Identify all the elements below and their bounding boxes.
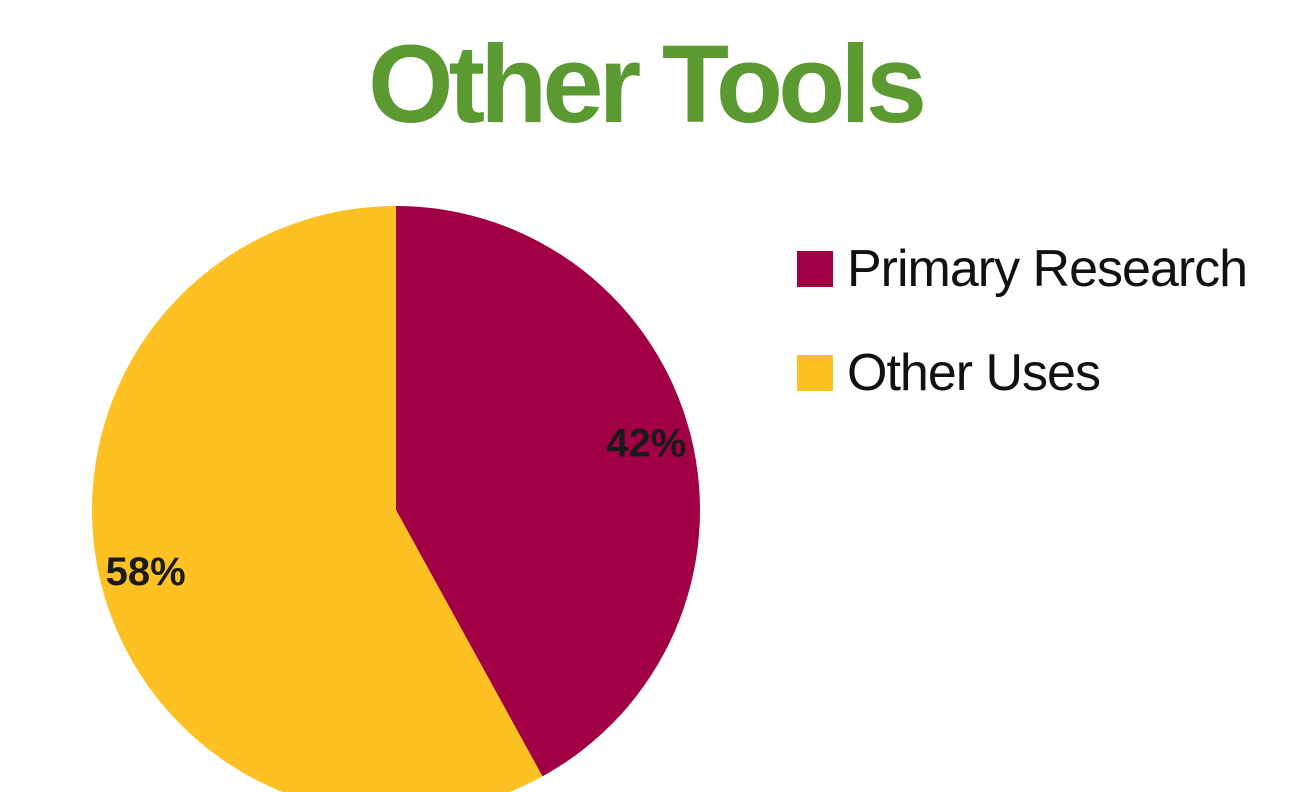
pie-slices [92, 206, 700, 792]
pie-slice-other-uses [92, 206, 543, 792]
pie-labels: 42% 58% [106, 421, 687, 594]
chart-legend: Primary Research Other Uses [797, 238, 1248, 446]
legend-label-other-uses: Other Uses [847, 344, 1101, 402]
pie-label-primary-research: 42% [606, 421, 686, 465]
legend-item-primary-research: Primary Research [797, 238, 1248, 300]
legend-item-other-uses: Other Uses [797, 342, 1247, 404]
slide-title: Other Tools [367, 23, 927, 146]
legend-label-primary-research: Primary Research [847, 240, 1248, 298]
legend-swatch-primary-research [797, 251, 833, 287]
pie-slice-primary-research [396, 206, 700, 777]
pie-label-other-uses: 58% [106, 550, 186, 594]
legend-swatch-other-uses [797, 355, 833, 391]
